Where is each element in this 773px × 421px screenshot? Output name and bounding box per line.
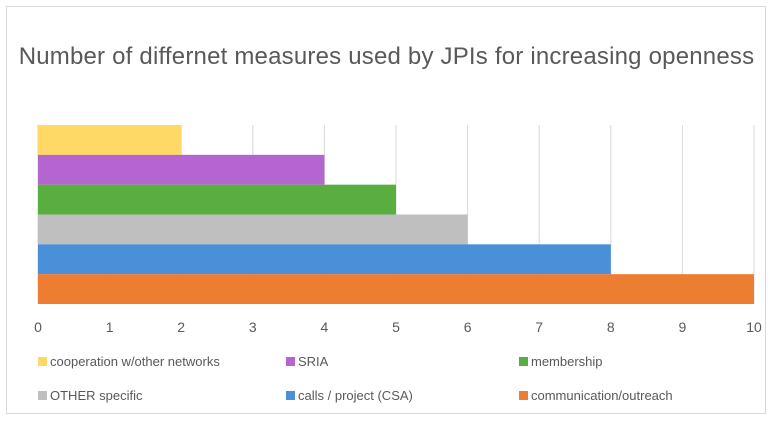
bar-membership [38, 184, 396, 215]
bar-cooperation-w-other-networks [38, 125, 182, 155]
x-tick-label: 1 [106, 319, 114, 335]
bar-communication-outreach [38, 274, 754, 304]
bars [38, 125, 754, 304]
x-tick-label: 9 [679, 319, 687, 335]
x-tick-label: 2 [177, 319, 185, 335]
x-tick-label: 5 [392, 319, 400, 335]
x-tick-label: 10 [746, 319, 762, 335]
x-axis-ticks: 0 1 2 3 4 5 6 7 8 9 10 [34, 319, 762, 335]
bar-other-specific [38, 214, 468, 245]
x-tick-label: 7 [535, 319, 543, 335]
bar-sria [38, 154, 325, 185]
x-tick-label: 3 [249, 319, 257, 335]
chart-title: Number of differnet measures used by JPI… [18, 43, 755, 70]
x-tick-label: 4 [321, 319, 329, 335]
bar-calls-project-csa [38, 244, 611, 275]
x-tick-label: 0 [34, 319, 42, 335]
x-tick-label: 6 [464, 319, 472, 335]
x-tick-label: 8 [607, 319, 615, 335]
